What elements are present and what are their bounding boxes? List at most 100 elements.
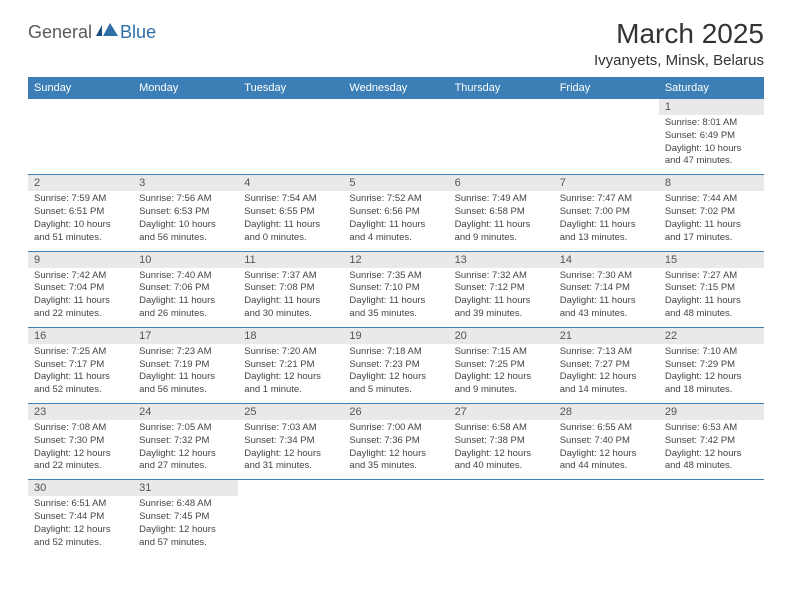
daylight-text: Daylight: 11 hours and 30 minutes.: [244, 295, 337, 321]
sunrise-text: Sunrise: 7:52 AM: [349, 193, 442, 206]
day-number-cell: [554, 99, 659, 115]
daylight-text: Daylight: 10 hours and 56 minutes.: [139, 219, 232, 245]
daylight-text: Daylight: 10 hours and 51 minutes.: [34, 219, 127, 245]
daylight-text: Daylight: 11 hours and 13 minutes.: [560, 219, 653, 245]
daylight-text: Daylight: 12 hours and 14 minutes.: [560, 371, 653, 397]
daylight-text: Daylight: 12 hours and 44 minutes.: [560, 448, 653, 474]
daylight-text: Daylight: 12 hours and 35 minutes.: [349, 448, 442, 474]
day-detail-cell: Sunrise: 7:52 AMSunset: 6:56 PMDaylight:…: [343, 191, 448, 251]
day-number-cell: 15: [659, 251, 764, 268]
day-detail-row: Sunrise: 7:59 AMSunset: 6:51 PMDaylight:…: [28, 191, 764, 251]
day-detail-cell: Sunrise: 7:30 AMSunset: 7:14 PMDaylight:…: [554, 268, 659, 328]
sunrise-text: Sunrise: 6:53 AM: [665, 422, 758, 435]
sunrise-text: Sunrise: 7:54 AM: [244, 193, 337, 206]
sunrise-text: Sunrise: 7:20 AM: [244, 346, 337, 359]
sunset-text: Sunset: 6:51 PM: [34, 206, 127, 219]
sunset-text: Sunset: 6:56 PM: [349, 206, 442, 219]
sunset-text: Sunset: 6:55 PM: [244, 206, 337, 219]
weekday-header: Monday: [133, 77, 238, 99]
title-block: March 2025 Ivyanyets, Minsk, Belarus: [594, 18, 764, 69]
daylight-text: Daylight: 11 hours and 26 minutes.: [139, 295, 232, 321]
sunrise-text: Sunrise: 7:37 AM: [244, 270, 337, 283]
day-number-cell: 9: [28, 251, 133, 268]
day-number-cell: [554, 480, 659, 497]
daylight-text: Daylight: 11 hours and 52 minutes.: [34, 371, 127, 397]
day-number-cell: 7: [554, 175, 659, 192]
sunrise-text: Sunrise: 6:55 AM: [560, 422, 653, 435]
daylight-text: Daylight: 12 hours and 5 minutes.: [349, 371, 442, 397]
day-number-row: 16171819202122: [28, 327, 764, 344]
sunrise-text: Sunrise: 7:08 AM: [34, 422, 127, 435]
daylight-text: Daylight: 11 hours and 48 minutes.: [665, 295, 758, 321]
calendar-page: General Blue March 2025 Ivyanyets, Minsk…: [0, 0, 792, 566]
day-detail-cell: [133, 115, 238, 175]
day-detail-cell: Sunrise: 8:01 AMSunset: 6:49 PMDaylight:…: [659, 115, 764, 175]
sunset-text: Sunset: 7:29 PM: [665, 359, 758, 372]
day-number-row: 9101112131415: [28, 251, 764, 268]
day-number-cell: [133, 99, 238, 115]
month-title: March 2025: [594, 18, 764, 50]
day-number-cell: [28, 99, 133, 115]
daylight-text: Daylight: 12 hours and 18 minutes.: [665, 371, 758, 397]
sunrise-text: Sunrise: 7:49 AM: [455, 193, 548, 206]
day-detail-cell: [659, 496, 764, 555]
day-number-cell: 11: [238, 251, 343, 268]
header: General Blue March 2025 Ivyanyets, Minsk…: [28, 18, 764, 69]
sunrise-text: Sunrise: 7:18 AM: [349, 346, 442, 359]
sunrise-text: Sunrise: 7:44 AM: [665, 193, 758, 206]
day-number-cell: [343, 480, 448, 497]
logo-text-blue: Blue: [120, 22, 156, 43]
sunset-text: Sunset: 6:53 PM: [139, 206, 232, 219]
day-number-cell: 5: [343, 175, 448, 192]
sunset-text: Sunset: 7:21 PM: [244, 359, 337, 372]
day-number-cell: 24: [133, 404, 238, 421]
day-detail-cell: Sunrise: 7:56 AMSunset: 6:53 PMDaylight:…: [133, 191, 238, 251]
day-number-cell: [238, 99, 343, 115]
day-number-cell: [659, 480, 764, 497]
sunset-text: Sunset: 7:30 PM: [34, 435, 127, 448]
day-detail-cell: Sunrise: 7:20 AMSunset: 7:21 PMDaylight:…: [238, 344, 343, 404]
day-number-cell: 22: [659, 327, 764, 344]
daylight-text: Daylight: 12 hours and 27 minutes.: [139, 448, 232, 474]
daylight-text: Daylight: 10 hours and 47 minutes.: [665, 143, 758, 169]
sunrise-text: Sunrise: 7:25 AM: [34, 346, 127, 359]
day-number-cell: [449, 480, 554, 497]
sunrise-text: Sunrise: 7:27 AM: [665, 270, 758, 283]
day-detail-row: Sunrise: 7:08 AMSunset: 7:30 PM Daylight:…: [28, 420, 764, 480]
day-detail-cell: [449, 115, 554, 175]
day-number-row: 23242526272829: [28, 404, 764, 421]
weekday-header: Tuesday: [238, 77, 343, 99]
sunrise-text: Sunrise: 7:35 AM: [349, 270, 442, 283]
day-detail-cell: Sunrise: 6:48 AMSunset: 7:45 PMDaylight:…: [133, 496, 238, 555]
day-number-cell: 27: [449, 404, 554, 421]
daylight-text: Daylight: 11 hours and 35 minutes.: [349, 295, 442, 321]
day-detail-cell: Sunrise: 7:32 AMSunset: 7:12 PMDaylight:…: [449, 268, 554, 328]
sunset-text: Sunset: 7:10 PM: [349, 282, 442, 295]
daylight-text: Daylight: 11 hours and 56 minutes.: [139, 371, 232, 397]
day-detail-cell: Sunrise: 7:35 AMSunset: 7:10 PMDaylight:…: [343, 268, 448, 328]
flag-icon: [96, 23, 118, 40]
daylight-text: Daylight: 11 hours and 4 minutes.: [349, 219, 442, 245]
day-number-row: 2345678: [28, 175, 764, 192]
weekday-header: Thursday: [449, 77, 554, 99]
sunset-text: Sunset: 7:40 PM: [560, 435, 653, 448]
day-detail-cell: [238, 496, 343, 555]
day-number-cell: 10: [133, 251, 238, 268]
weekday-header: Sunday: [28, 77, 133, 99]
daylight-text: Daylight: 12 hours and 52 minutes.: [34, 524, 127, 550]
day-detail-cell: [554, 115, 659, 175]
sunset-text: Sunset: 7:32 PM: [139, 435, 232, 448]
day-number-cell: 1: [659, 99, 764, 115]
weekday-header: Wednesday: [343, 77, 448, 99]
sunrise-text: Sunrise: 8:01 AM: [665, 117, 758, 130]
weekday-header: Saturday: [659, 77, 764, 99]
day-detail-cell: [343, 496, 448, 555]
day-detail-cell: Sunrise: 6:55 AMSunset: 7:40 PMDaylight:…: [554, 420, 659, 480]
day-detail-cell: [554, 496, 659, 555]
daylight-text: Daylight: 12 hours and 40 minutes.: [455, 448, 548, 474]
day-number-cell: 26: [343, 404, 448, 421]
day-number-cell: 2: [28, 175, 133, 192]
sunset-text: Sunset: 7:14 PM: [560, 282, 653, 295]
sunset-text: Sunset: 7:38 PM: [455, 435, 548, 448]
day-number-cell: 13: [449, 251, 554, 268]
